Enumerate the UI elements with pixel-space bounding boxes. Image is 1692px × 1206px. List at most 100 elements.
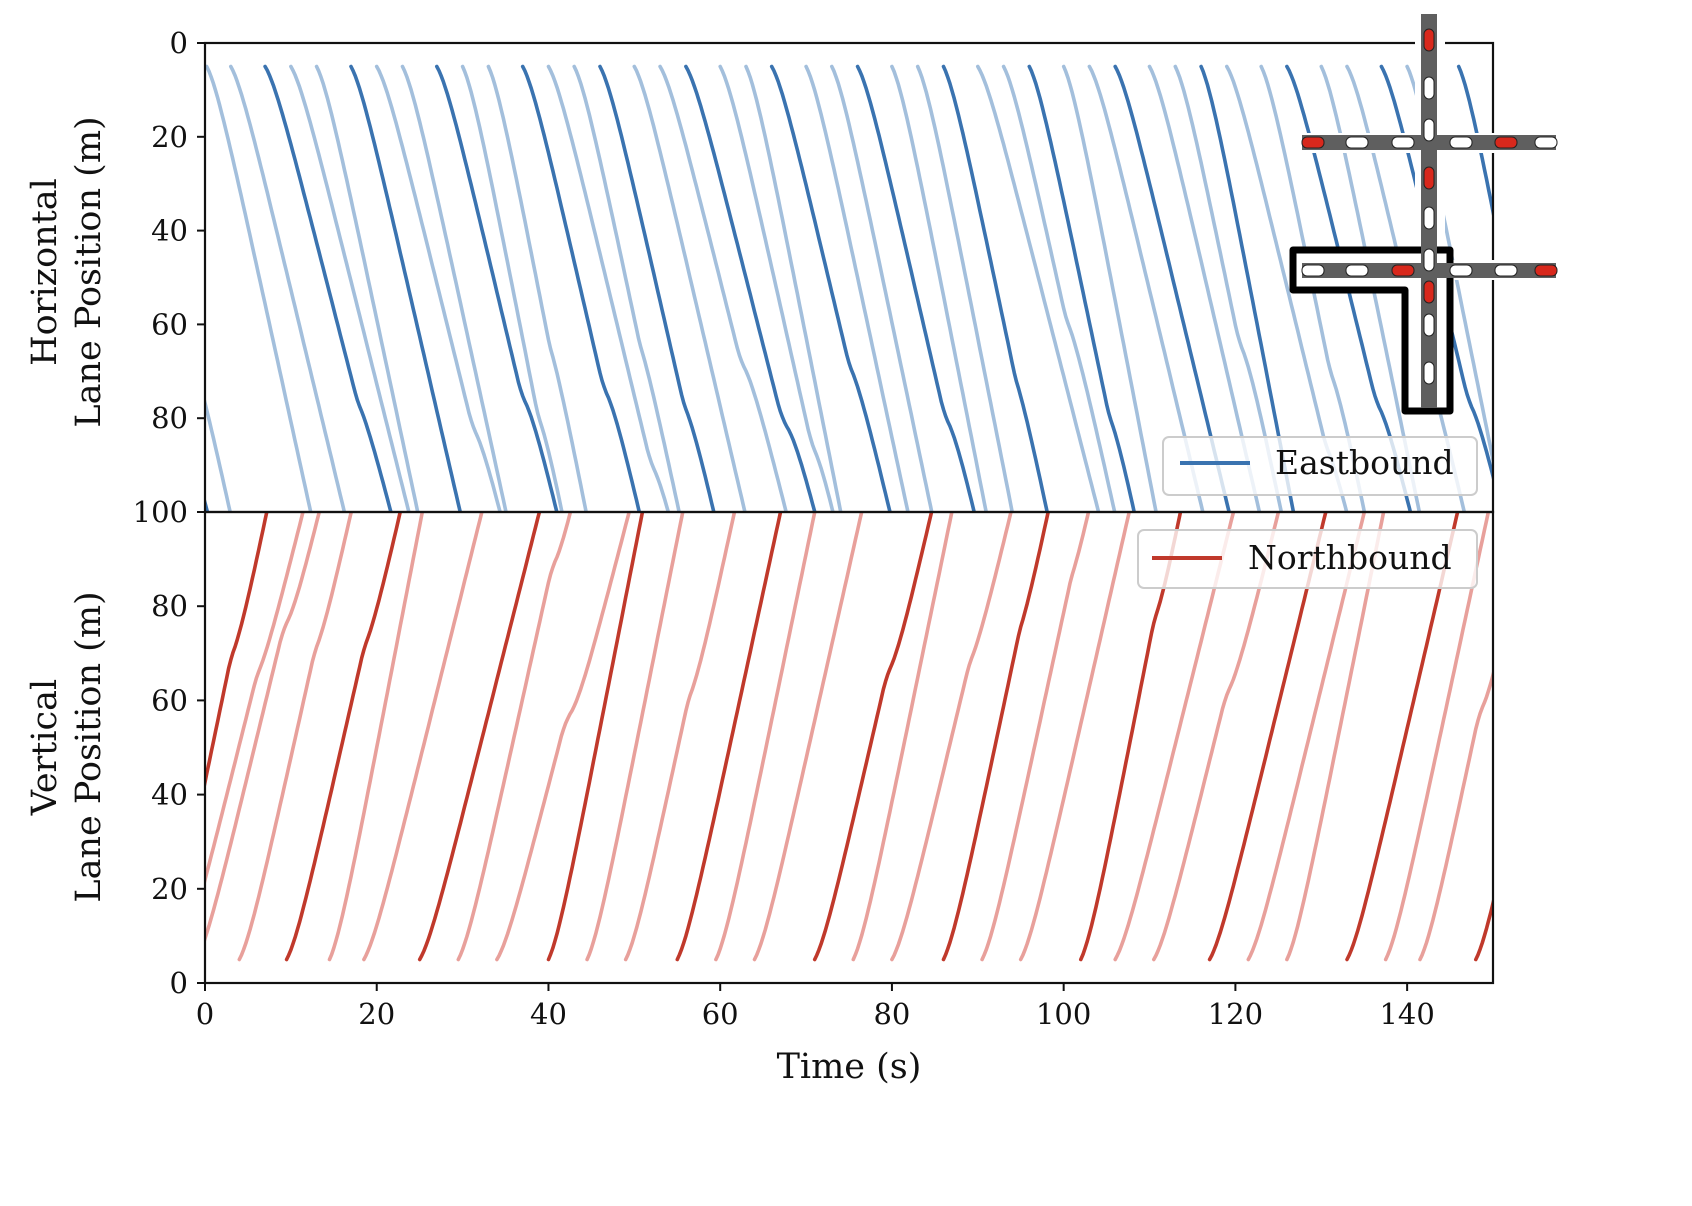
northbound-trajectory-line — [714, 512, 817, 962]
bottom-y-ticks: 0 20 40 60 80 — [151, 511, 205, 1000]
eastbound-trajectory-line — [205, 395, 233, 512]
x-tick-label: 60 — [702, 997, 739, 1031]
northbound-trajectory-line — [1018, 512, 1132, 962]
bottom-y-tick-label: 60 — [151, 683, 188, 717]
eastbound-trajectory-line — [1001, 64, 1117, 512]
eastbound-trajectory-line — [435, 64, 559, 512]
eastbound-trajectory-line — [941, 64, 1049, 512]
eastbound-trajectory-line — [915, 64, 1015, 512]
top-y-tick-label: 100 — [133, 495, 188, 529]
x-tick-label: 100 — [1036, 997, 1091, 1031]
car-icon — [1423, 206, 1435, 230]
eastbound-trajectory-line — [263, 64, 393, 512]
legend-eastbound: Eastbound — [1162, 436, 1478, 496]
car-icon — [1423, 313, 1435, 337]
eastbound-trajectory-line — [855, 64, 977, 512]
car-icon — [1423, 361, 1435, 385]
car-icon — [1534, 136, 1558, 149]
car-icon — [1423, 76, 1435, 100]
northbound-trajectory-line — [1474, 895, 1493, 962]
bottom-ylabel-line2: Lane Position (m) — [69, 591, 109, 902]
x-tick-label: 140 — [1379, 997, 1434, 1031]
northbound-trajectory-line — [980, 512, 1091, 962]
car-icon — [1345, 264, 1369, 277]
eastbound-trajectory-line — [1456, 64, 1493, 221]
eastbound-trajectory-line — [769, 64, 892, 512]
northbound-trajectory-line — [456, 512, 573, 962]
northbound-trajectory-line — [327, 512, 425, 962]
top-y-tick-label: 40 — [151, 214, 188, 248]
northbound-trajectory-line — [495, 512, 631, 962]
northbound-trajectory-line — [752, 512, 864, 962]
northbound-trajectory-line — [585, 512, 685, 962]
bottom-axes-frame — [203, 510, 1495, 985]
x-tick-label: 20 — [358, 997, 395, 1031]
northbound-trajectory-line — [546, 512, 645, 962]
eastbound-trajectory-line — [718, 64, 835, 512]
intersection-inset — [1289, 12, 1560, 415]
eastbound-trajectory-line — [229, 64, 347, 512]
northbound-trajectory-line — [851, 512, 954, 962]
car-icon — [1423, 280, 1435, 304]
eastbound-trajectory-line — [572, 64, 681, 512]
legend-eastbound-label: Eastbound — [1275, 443, 1454, 482]
bottom-ylabel-line1: Vertical — [25, 679, 65, 816]
top-ylabel-line1: Horizontal — [25, 178, 65, 366]
eastbound-trajectory-line — [205, 495, 210, 512]
car-icon — [1345, 136, 1369, 149]
bottom-y-tick-label: 0 — [170, 966, 188, 1000]
eastbound-trajectory-line — [349, 64, 463, 512]
bottom-y-tick-label: 80 — [151, 589, 188, 623]
car-icon — [1423, 28, 1435, 52]
eastbound-trajectory-line — [830, 64, 934, 512]
northbound-trajectory-line — [237, 512, 354, 962]
eastbound-trajectory-line — [460, 64, 564, 512]
northbound-trajectory-line — [205, 512, 269, 792]
eastbound-trajectory-line — [658, 64, 788, 512]
northbound-trajectory-line — [1418, 667, 1493, 962]
top-y-tick-label: 20 — [151, 120, 188, 154]
northbound-trajectory-line — [890, 512, 1013, 962]
northbound-trajectory-line — [284, 512, 403, 962]
inset-cars — [1301, 28, 1558, 385]
northbound-trajectory-line — [675, 512, 783, 962]
eastbound-trajectory-line — [976, 64, 1101, 512]
eastbound-trajectory-line — [400, 64, 508, 512]
top-y-tick-label: 0 — [170, 26, 188, 60]
car-icon — [1449, 264, 1473, 277]
car-icon — [1423, 166, 1435, 190]
eastbound-trajectory-line — [546, 64, 671, 512]
top-y-axis-title: Horizontal Lane Position (m) — [25, 116, 109, 427]
eastbound-trajectory-line — [205, 64, 313, 512]
car-icon — [1301, 136, 1325, 149]
top-y-tick-label: 60 — [151, 307, 188, 341]
northbound-trajectory-line — [623, 512, 737, 962]
car-icon — [1391, 136, 1415, 149]
eastbound-trajectory-line — [520, 64, 642, 512]
northbound-trajectory-line — [812, 512, 934, 962]
car-icon — [1494, 264, 1518, 277]
eastbound-trajectory-line — [632, 64, 747, 512]
car-icon — [1423, 248, 1435, 272]
top-y-tick-label: 80 — [151, 401, 188, 435]
legend-northbound: Northbound — [1137, 529, 1478, 589]
eastbound-trajectory-line — [374, 64, 502, 512]
x-axis-title: Time (s) — [777, 1047, 922, 1087]
northbound-trajectory-line — [362, 512, 484, 962]
x-tick-label: 40 — [530, 997, 567, 1031]
northbound-trajectory-line — [205, 512, 305, 887]
car-icon — [1301, 264, 1325, 277]
eastbound-trajectory-line — [804, 64, 910, 512]
eastbound-trajectory-line — [684, 64, 817, 512]
x-tick-label: 120 — [1208, 997, 1263, 1031]
car-icon — [1449, 136, 1473, 149]
northbound-trajectory-line — [941, 512, 1050, 962]
x-tick-label: 0 — [196, 997, 214, 1031]
eastbound-trajectory-line — [890, 64, 989, 512]
x-tick-label: 80 — [873, 997, 910, 1031]
car-icon — [1391, 264, 1415, 277]
eastbound-trajectory-line — [744, 64, 843, 512]
bottom-y-axis-title: Vertical Lane Position (m) — [25, 591, 109, 902]
bottom-y-tick-label: 40 — [151, 778, 188, 812]
